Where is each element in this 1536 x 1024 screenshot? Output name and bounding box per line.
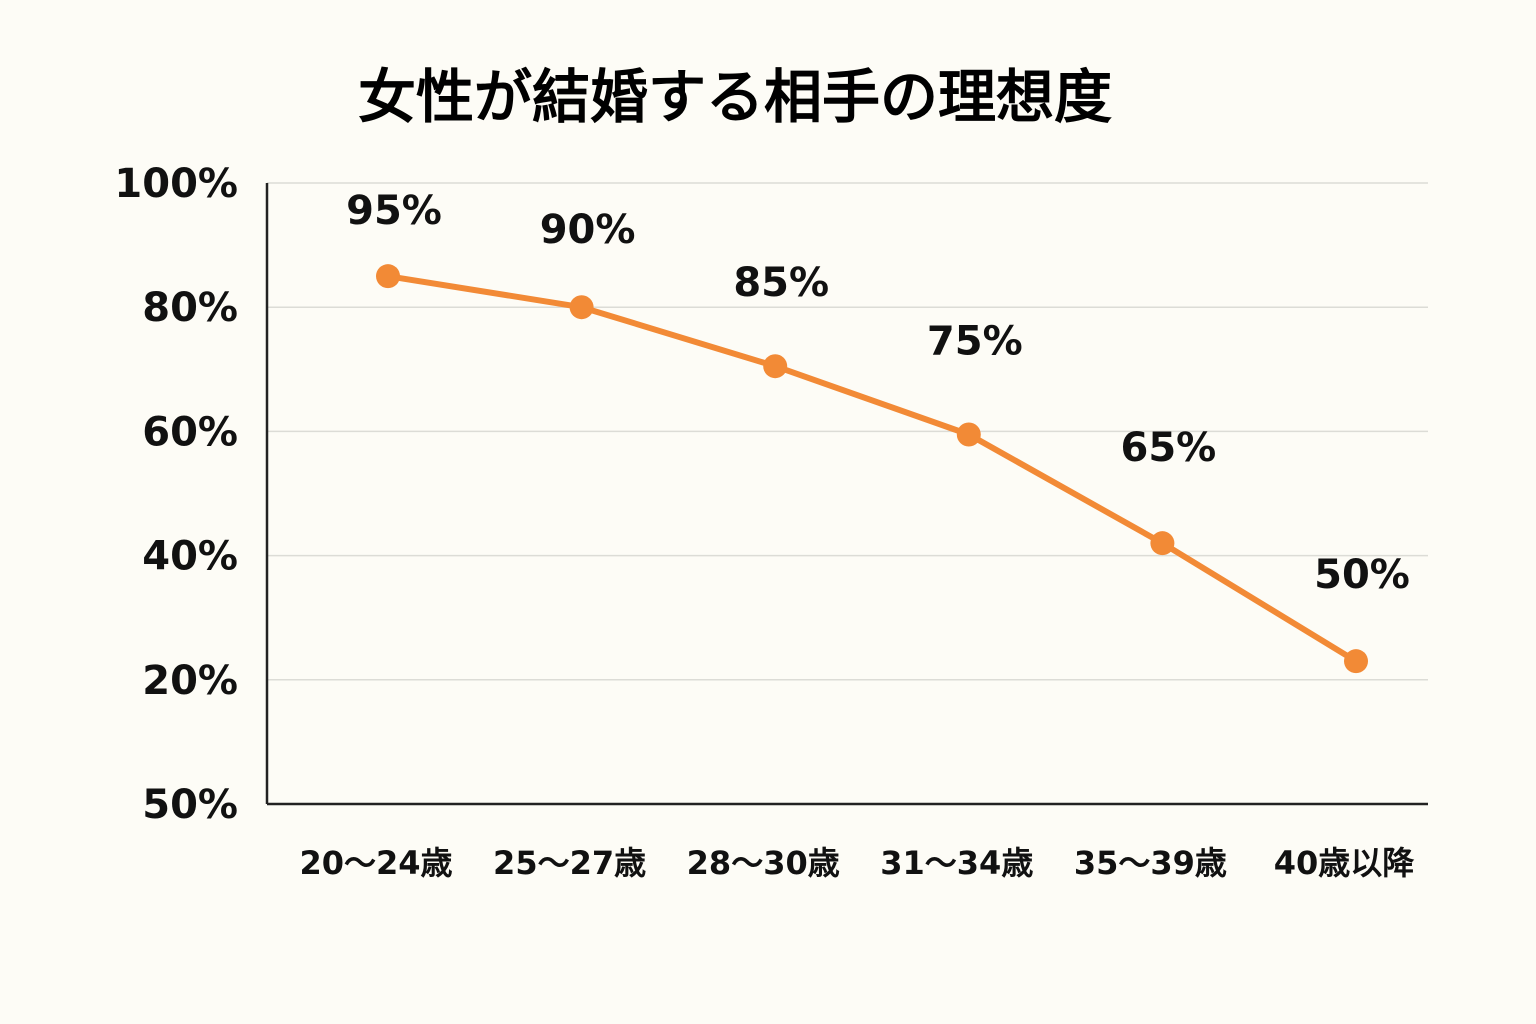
x-tick-label: 28～30歳 (687, 844, 840, 882)
y-tick-label: 80% (142, 285, 238, 331)
series (376, 264, 1368, 674)
data-point (956, 422, 981, 447)
data-point (569, 295, 594, 320)
data-label: 95% (346, 188, 442, 234)
data-label: 50% (1314, 552, 1410, 598)
gridlines (267, 182, 1428, 681)
x-tick-labels: 20～24歳 25～27歳 28～30歳 31～34歳 35～39歳 40歳以降 (299, 844, 1415, 882)
data-point (763, 354, 788, 379)
y-tick-label: 40% (142, 534, 238, 580)
x-tick-label: 31～34歳 (880, 844, 1033, 882)
y-tick-labels: 100% 80% 60% 40% 20% 50% (114, 161, 238, 828)
x-tick-label: 35～39歳 (1074, 844, 1227, 882)
x-tick-label: 40歳以降 (1274, 844, 1416, 882)
data-point (1344, 649, 1368, 674)
x-tick-label: 25～27歳 (493, 844, 646, 882)
chart-title: 女性が結婚する相手の理想度 (358, 63, 1112, 131)
y-tick-label: 50% (142, 782, 238, 828)
axes (265, 183, 1428, 806)
data-label: 75% (927, 319, 1023, 365)
data-labels: 95% 90% 85% 75% 65% 50% (346, 188, 1410, 598)
data-label: 65% (1121, 425, 1217, 471)
series-line (385, 273, 1359, 665)
data-point (1150, 531, 1175, 556)
x-tick-label: 20～24歳 (299, 844, 452, 882)
y-tick-label: 20% (142, 658, 238, 704)
y-tick-label: 100% (114, 161, 238, 207)
data-label: 85% (733, 260, 829, 306)
data-label: 90% (540, 207, 636, 253)
data-point (376, 264, 400, 289)
y-tick-label: 60% (142, 409, 238, 455)
